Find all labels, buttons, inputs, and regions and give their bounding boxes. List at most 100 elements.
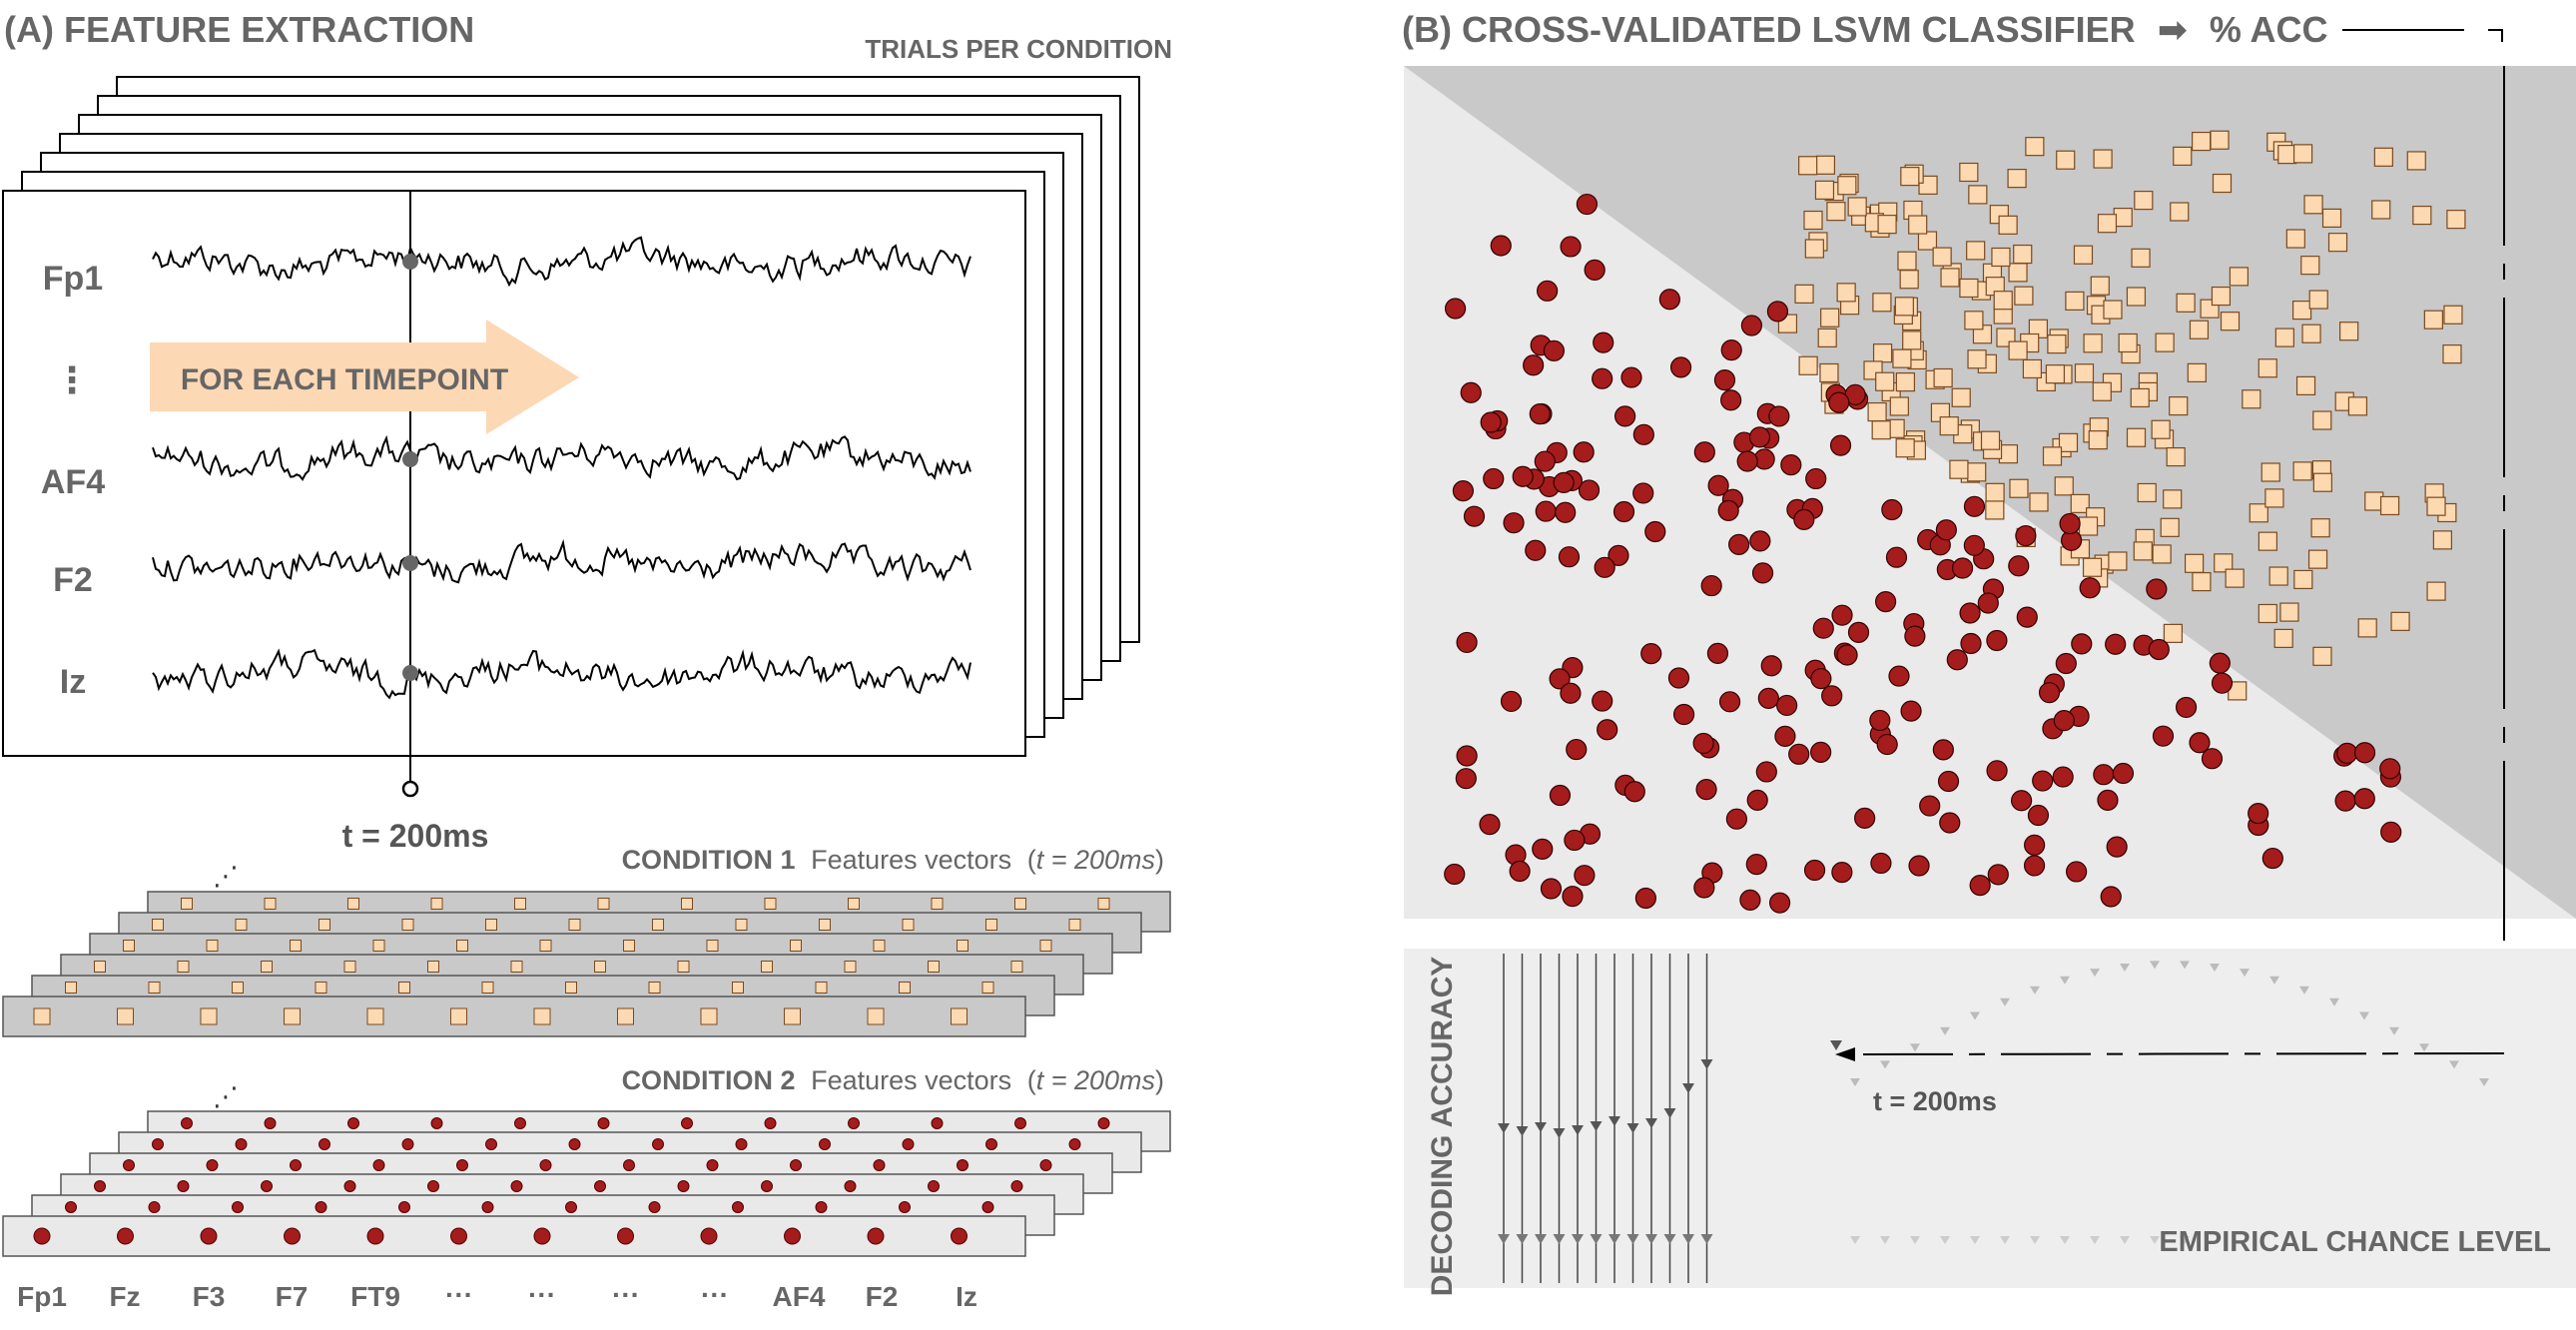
condition-2-point bbox=[2008, 555, 2030, 577]
panel-b: (B) CROSS-VALIDATED LSVM CLASSIFIER ➡ % … bbox=[1402, 9, 2576, 1296]
condition-2-point bbox=[1460, 381, 1482, 403]
condition-2-point bbox=[1881, 498, 1903, 521]
condition-2-point bbox=[1523, 354, 1545, 376]
condition-2-point bbox=[1987, 864, 2009, 886]
condition-1-vector-stack bbox=[2, 891, 1171, 1037]
feature-value-dot bbox=[261, 1180, 273, 1192]
condition-1-point bbox=[2058, 432, 2079, 452]
feature-value-square bbox=[430, 898, 443, 910]
condition-2-point bbox=[1693, 877, 1715, 899]
condition-2-point bbox=[1592, 690, 1613, 712]
condition-1-point bbox=[2029, 492, 2049, 512]
condition-2-point bbox=[1700, 574, 1722, 597]
feature-value-square bbox=[510, 961, 523, 973]
feature-label: FT9 bbox=[350, 1281, 400, 1312]
condition-1-point bbox=[2008, 340, 2028, 360]
condition-1-point bbox=[1897, 251, 1917, 271]
panel-a: (A) FEATURE EXTRACTION TRIALS PER CONDIT… bbox=[2, 9, 1172, 1312]
condition-2-point bbox=[2248, 803, 2269, 825]
feature-value-square bbox=[790, 940, 802, 952]
condition-2-point bbox=[1760, 655, 1782, 677]
condition-2-point bbox=[1904, 625, 1926, 647]
future-accuracy-marker bbox=[2120, 963, 2130, 972]
condition-1-point bbox=[2412, 205, 2432, 226]
condition-2-point bbox=[1613, 405, 1636, 427]
feature-value-dot bbox=[867, 1227, 885, 1245]
condition-2-point bbox=[1632, 482, 1654, 504]
condition-2-point bbox=[1706, 642, 1729, 664]
condition-1-point bbox=[2257, 358, 2277, 378]
condition-1-point bbox=[1894, 297, 1914, 317]
condition-1-point bbox=[2212, 173, 2233, 194]
condition-2-point bbox=[1937, 770, 1960, 793]
condition-1-point bbox=[2257, 531, 2277, 551]
feature-value-dot bbox=[65, 1201, 77, 1213]
decoding-accuracy-axis-label: DECODING ACCURACY bbox=[1426, 957, 1459, 1297]
condition-1-point bbox=[1951, 387, 1971, 407]
future-accuracy-marker bbox=[1970, 1011, 1980, 1020]
accuracy-marker bbox=[1626, 1123, 1639, 1133]
condition-2-point bbox=[1549, 784, 1572, 807]
condition-2-point bbox=[1746, 789, 1768, 812]
condition-2-point bbox=[1540, 878, 1563, 900]
feature-value-dot bbox=[648, 1201, 661, 1213]
feature-value-square bbox=[1010, 961, 1023, 973]
feature-value-dot bbox=[123, 1159, 135, 1171]
condition-2-point bbox=[1828, 391, 1850, 413]
future-accuracy-marker bbox=[2479, 1078, 2489, 1086]
condition-2-point bbox=[2053, 710, 2075, 732]
channel-label-fp1: Fp1 bbox=[43, 260, 103, 298]
condition-2-ellipsis-marker: ⋰ bbox=[213, 1081, 239, 1111]
feature-label: ··· bbox=[445, 1279, 473, 1310]
condition-1-point bbox=[2312, 410, 2332, 430]
condition-2-point bbox=[1847, 621, 1870, 643]
condition-2-point bbox=[1875, 591, 1897, 613]
condition-2-point bbox=[2201, 748, 2224, 770]
condition-2-point bbox=[1821, 685, 1843, 707]
condition-2-point bbox=[1793, 508, 1815, 530]
condition-2-point bbox=[1876, 733, 1898, 756]
condition-2-point bbox=[2059, 512, 2081, 535]
condition-2-point bbox=[1555, 501, 1577, 523]
feature-value-dot bbox=[148, 1201, 161, 1213]
condition-2-point bbox=[1444, 863, 1466, 886]
condition-1-time: t = 200ms bbox=[1036, 845, 1155, 875]
feature-value-dot bbox=[450, 1227, 467, 1245]
condition-2-point bbox=[1456, 745, 1478, 767]
condition-1-point bbox=[2070, 493, 2090, 513]
feature-value-square bbox=[899, 982, 911, 994]
condition-1-point bbox=[1933, 367, 1953, 388]
feature-value-square bbox=[902, 919, 915, 931]
condition-2-point bbox=[1500, 690, 1523, 713]
condition-2-point bbox=[1455, 768, 1477, 790]
feature-value-dot bbox=[700, 1227, 718, 1245]
condition-1-point bbox=[2118, 332, 2138, 353]
condition-2-point bbox=[1755, 761, 1777, 783]
decoding-plot bbox=[1498, 954, 2489, 1283]
condition-2-point bbox=[1644, 520, 1666, 543]
condition-1-point bbox=[1993, 291, 2013, 311]
condition-2-point bbox=[1751, 562, 1774, 584]
feature-label: Iz bbox=[956, 1281, 977, 1312]
feature-value-dot bbox=[981, 1201, 994, 1213]
feature-value-square bbox=[200, 1007, 218, 1025]
condition-2-point bbox=[1780, 454, 1802, 476]
condition-1-desc: Features vectors bbox=[811, 845, 1011, 875]
condition-1-point bbox=[1803, 210, 1823, 231]
condition-2-point bbox=[1829, 434, 1852, 456]
feature-value-square bbox=[617, 1007, 634, 1025]
condition-2-point bbox=[1658, 289, 1680, 311]
condition-2-point bbox=[1810, 668, 1832, 690]
condition-1-point bbox=[1991, 247, 2011, 268]
time-cursor-handle[interactable] bbox=[401, 780, 419, 798]
accuracy-marker bbox=[1553, 1128, 1566, 1138]
feature-value-square bbox=[681, 898, 693, 910]
eeg-trace-line bbox=[152, 434, 971, 481]
feature-value-dot bbox=[284, 1227, 301, 1245]
channel-label-ellipsis: ⋮ bbox=[54, 359, 90, 400]
condition-2-point bbox=[2175, 696, 2198, 719]
chance-marker bbox=[1572, 1234, 1584, 1244]
condition-2-point bbox=[1672, 703, 1695, 726]
condition-1-point bbox=[2301, 324, 2321, 343]
feature-value-dot bbox=[290, 1159, 302, 1171]
